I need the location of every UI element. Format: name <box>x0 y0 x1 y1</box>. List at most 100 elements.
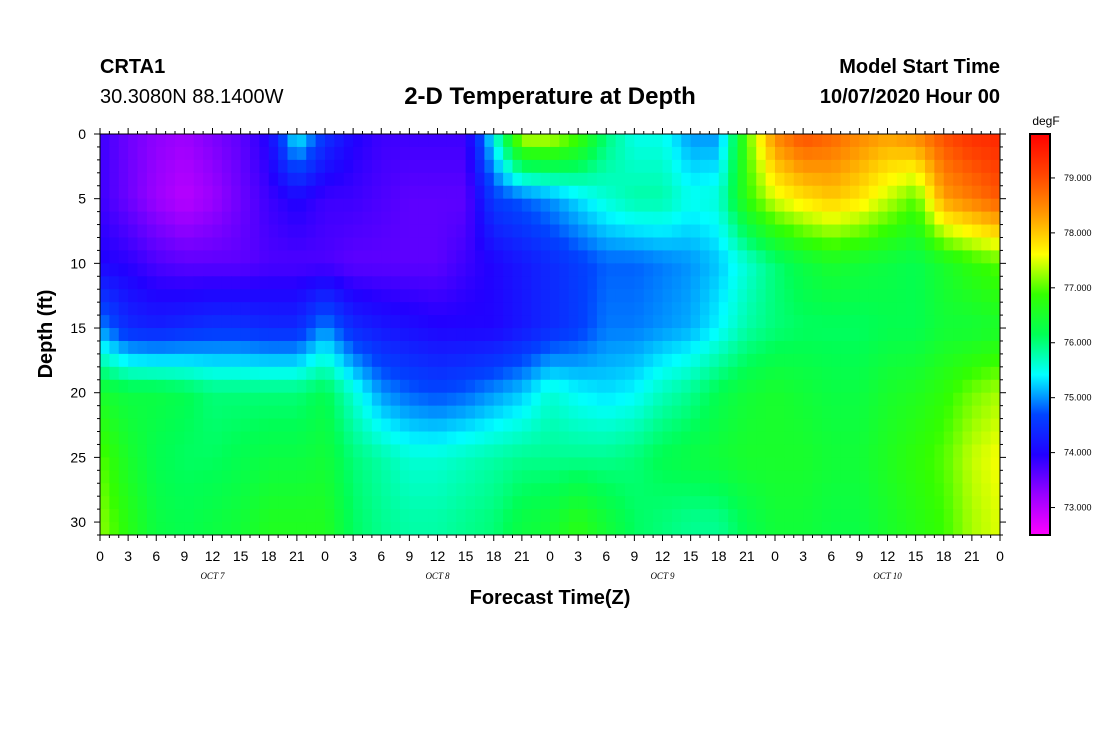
heatmap-cell <box>296 483 307 497</box>
heatmap-cell <box>184 405 195 420</box>
heatmap-cell <box>409 185 420 200</box>
heatmap-cell <box>887 496 898 510</box>
heatmap-cell <box>315 496 326 510</box>
heatmap-cell <box>475 470 485 484</box>
heatmap-cell <box>240 172 251 187</box>
heatmap-cell <box>212 224 223 239</box>
heatmap-cell <box>746 444 757 458</box>
heatmap-cell <box>521 379 532 394</box>
heatmap-cell <box>409 379 420 394</box>
heatmap-cell <box>212 418 223 433</box>
heatmap-cell <box>165 379 176 394</box>
heatmap-cell <box>878 250 889 264</box>
heatmap-cell <box>971 289 982 303</box>
y-tick-label: 25 <box>70 449 86 465</box>
heatmap-cell <box>662 392 673 407</box>
heatmap-cell <box>343 250 354 264</box>
heatmap-cell <box>343 418 354 433</box>
heatmap-cell <box>371 328 382 342</box>
heatmap-cell <box>662 315 673 329</box>
heatmap-cell <box>746 457 757 471</box>
heatmap-cell <box>634 392 645 407</box>
heatmap-cell <box>287 237 298 252</box>
x-tick-label: 21 <box>739 548 755 564</box>
heatmap-cell <box>512 185 523 200</box>
heatmap-cell <box>606 134 617 148</box>
heatmap-cell <box>343 211 354 226</box>
heatmap-cell <box>268 509 279 523</box>
heatmap-cell <box>306 146 317 161</box>
heatmap-cell <box>362 289 373 303</box>
heatmap-cell <box>240 470 251 484</box>
heatmap-cell <box>362 172 373 187</box>
heatmap-cell <box>850 315 860 329</box>
heatmap-cell <box>240 405 251 420</box>
heatmap-cell <box>578 224 589 239</box>
heatmap-cell <box>643 392 654 407</box>
heatmap-cell <box>203 470 214 484</box>
heatmap-cell <box>915 224 926 239</box>
heatmap-cell <box>137 418 148 433</box>
heatmap-cell <box>109 522 120 535</box>
heatmap-cell <box>906 509 917 523</box>
heatmap-cell <box>203 328 214 342</box>
heatmap-cell <box>887 483 898 497</box>
heatmap-cell <box>925 405 935 420</box>
heatmap-cell <box>587 353 598 368</box>
heatmap-cell <box>109 224 120 239</box>
heatmap-cell <box>550 392 560 407</box>
heatmap-cell <box>925 224 935 239</box>
heatmap-cell <box>596 392 607 407</box>
heatmap-cell <box>465 224 476 239</box>
heatmap-cell <box>559 250 570 264</box>
heatmap-cell <box>868 496 879 510</box>
heatmap-cell <box>465 237 476 252</box>
heatmap-cell <box>850 134 860 148</box>
heatmap-cell <box>550 483 560 497</box>
heatmap-cell <box>746 224 757 239</box>
heatmap-cell <box>709 185 720 200</box>
heatmap-cell <box>971 159 982 174</box>
heatmap-cell <box>362 470 373 484</box>
heatmap-cell <box>250 444 260 458</box>
heatmap-cell <box>906 263 917 277</box>
heatmap-cell <box>587 366 598 381</box>
heatmap-cell <box>821 302 832 316</box>
heatmap-cell <box>906 483 917 497</box>
heatmap-cell <box>550 405 560 420</box>
heatmap-cell <box>268 340 279 355</box>
heatmap-cell <box>118 185 129 200</box>
heatmap-cell <box>343 263 354 277</box>
heatmap-cell <box>981 444 992 458</box>
heatmap-cell <box>343 302 354 316</box>
heatmap-cell <box>887 418 898 433</box>
heatmap-cell <box>175 444 185 458</box>
heatmap-cell <box>353 185 364 200</box>
heatmap-cell <box>428 134 439 148</box>
heatmap-cell <box>765 159 776 174</box>
heatmap-cell <box>512 134 523 148</box>
heatmap-cell <box>240 457 251 471</box>
heatmap-cell <box>278 366 289 381</box>
heatmap-cell <box>475 431 485 446</box>
heatmap-cell <box>540 444 551 458</box>
heatmap-cell <box>400 444 410 458</box>
heatmap-cell <box>193 172 204 187</box>
heatmap-cell <box>409 444 420 458</box>
heatmap-cell <box>128 328 139 342</box>
heatmap-cell <box>709 392 720 407</box>
heatmap-cell <box>643 405 654 420</box>
heatmap-cell <box>306 340 317 355</box>
heatmap-cell <box>531 405 542 420</box>
heatmap-cell <box>784 289 795 303</box>
heatmap-cell <box>118 315 129 329</box>
heatmap-cell <box>634 146 645 161</box>
heatmap-cell <box>353 172 364 187</box>
heatmap-cell <box>381 444 392 458</box>
heatmap-cell <box>793 522 804 535</box>
heatmap-cell <box>409 509 420 523</box>
heatmap-cell <box>475 146 485 161</box>
heatmap-cell <box>578 289 589 303</box>
heatmap-cell <box>512 470 523 484</box>
heatmap-cell <box>709 224 720 239</box>
